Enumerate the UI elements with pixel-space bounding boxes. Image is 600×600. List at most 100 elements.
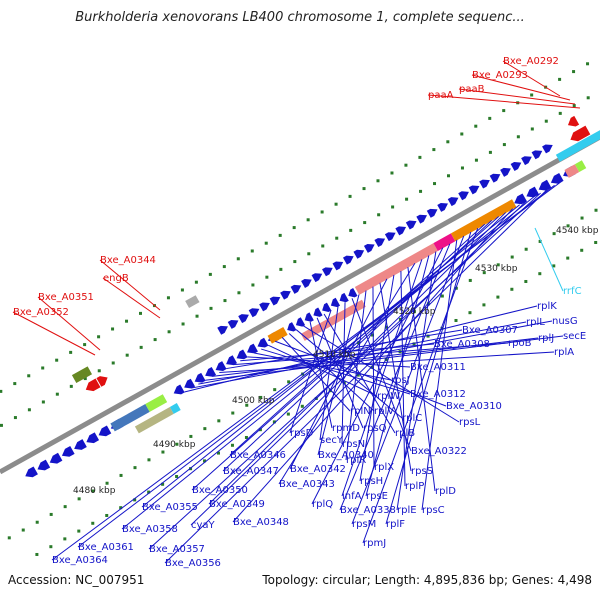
leader-line: [421, 239, 458, 511]
tick-dot: [586, 96, 590, 100]
feature-label: Bxe_A0349: [209, 499, 265, 510]
leader-line: [184, 305, 538, 393]
leader-lines: [12, 60, 581, 564]
leader-line: [254, 352, 392, 381]
tick-dot: [433, 182, 437, 186]
tick-dot: [321, 244, 325, 248]
leader-line: [319, 306, 339, 441]
feature-label: Bxe_A0352: [13, 307, 69, 318]
tick-dot: [77, 529, 81, 533]
tick-dot: [580, 216, 584, 220]
gene-block: [564, 164, 580, 178]
gene-arrow-plus: [259, 302, 270, 312]
tick-dot: [237, 291, 241, 295]
tick-dot: [21, 528, 25, 532]
feature-label: rpmJ: [363, 538, 386, 549]
tick-dot: [55, 392, 59, 396]
tick-dot: [35, 552, 39, 556]
feature-label: Bxe_A0346: [230, 450, 286, 461]
tick-dot: [307, 252, 311, 256]
map-title: Burkholderia xenovorans LB400 chromosome…: [75, 10, 525, 25]
tick-dot: [119, 506, 123, 510]
feature-label: Bxe_A0312: [410, 389, 466, 400]
gene-arrow-plus: [248, 308, 260, 318]
leader-line: [51, 180, 562, 561]
tick-dot: [139, 345, 143, 349]
feature-label: rplB: [395, 428, 415, 439]
tick-dot: [558, 111, 562, 115]
tick-dot: [0, 389, 3, 393]
gene-block: [169, 403, 181, 414]
gene-block: [185, 295, 200, 309]
topology-text: Topology: circular; Length: 4,895,836 bp…: [262, 573, 592, 587]
tick-dot: [496, 263, 500, 267]
feature-label: rpsH: [360, 476, 383, 487]
feature-label: rplE: [397, 505, 417, 516]
tick-dot: [510, 287, 514, 291]
feature-labels[interactable]: Bxe_A0292 Bxe_A0293 paaB paaA Bxe_A0344 engB B…: [13, 56, 586, 569]
tick-dot: [398, 317, 402, 321]
feature-label: rplV: [374, 406, 394, 417]
tick-dot: [97, 335, 101, 339]
tick-dot: [167, 330, 171, 334]
tick-dot: [544, 119, 548, 123]
leader-line: [141, 204, 520, 508]
tick-dot: [251, 283, 255, 287]
tick-dot: [166, 296, 170, 300]
feature-label: rpsE: [366, 491, 388, 502]
tick-dot: [49, 512, 53, 516]
tick-dot: [580, 248, 584, 252]
leader-line: [37, 296, 101, 351]
tick-dot: [250, 249, 254, 253]
gene-arrow-minus: [514, 193, 527, 205]
leader-line: [102, 277, 161, 319]
tick-dot: [370, 365, 374, 369]
tick-dot: [538, 239, 542, 243]
tick-dot: [552, 264, 556, 268]
tick-dot: [0, 423, 3, 427]
gene-arrow-plus: [395, 226, 407, 236]
tick-dot: [105, 513, 109, 517]
gene-block: [450, 199, 517, 242]
tick-dot: [468, 278, 472, 282]
tick-dot: [334, 202, 338, 206]
tick-dot: [27, 374, 31, 378]
kbp-scale-labels: 4480 kbp 4490 kbp 4500 kbp 4510 kbp 4520 kbp…: [73, 226, 599, 496]
gene-arrow-plus: [374, 238, 386, 248]
leader-line: [400, 271, 406, 487]
tick-dot: [524, 279, 528, 283]
tick-dot: [83, 377, 87, 381]
tick-dot: [161, 450, 165, 454]
gene-arrow-plus: [542, 144, 553, 154]
gene-arrow-plus: [217, 325, 228, 335]
gene-arrow-minus: [205, 366, 217, 377]
tick-dot: [335, 236, 339, 240]
gene-arrow-minus: [74, 439, 87, 450]
tick-dot: [460, 166, 464, 170]
tick-dot: [209, 306, 213, 310]
gene-arrow-plus: [416, 214, 428, 224]
gene-arrow-minus: [304, 312, 314, 322]
tick-dot: [41, 366, 45, 370]
gene-arrow-minus: [287, 322, 297, 332]
tick-dot: [189, 434, 193, 438]
feature-label: Bxe_A0351: [38, 292, 94, 303]
feature-label: paaA: [428, 90, 454, 101]
tick-dot: [216, 451, 220, 455]
feature-label: rplJ: [538, 333, 554, 344]
leader-line: [427, 94, 581, 109]
tick-dot: [474, 158, 478, 162]
tick-dot: [273, 388, 277, 392]
feature-label: rplN: [350, 406, 371, 417]
feature-label: rplP: [405, 481, 424, 492]
tick-dot: [63, 505, 67, 509]
tick-dot: [440, 326, 444, 330]
tick-dot: [161, 482, 165, 486]
gene-arrow-minus: [339, 292, 349, 303]
gene-arrow-plus: [458, 191, 469, 201]
feature-label: rplL: [526, 317, 545, 328]
accession-text: Accession: NC_007951: [8, 573, 145, 587]
kbp-label: 4500 kbp: [232, 396, 275, 406]
feature-label: Bxe_A0342: [290, 464, 346, 475]
